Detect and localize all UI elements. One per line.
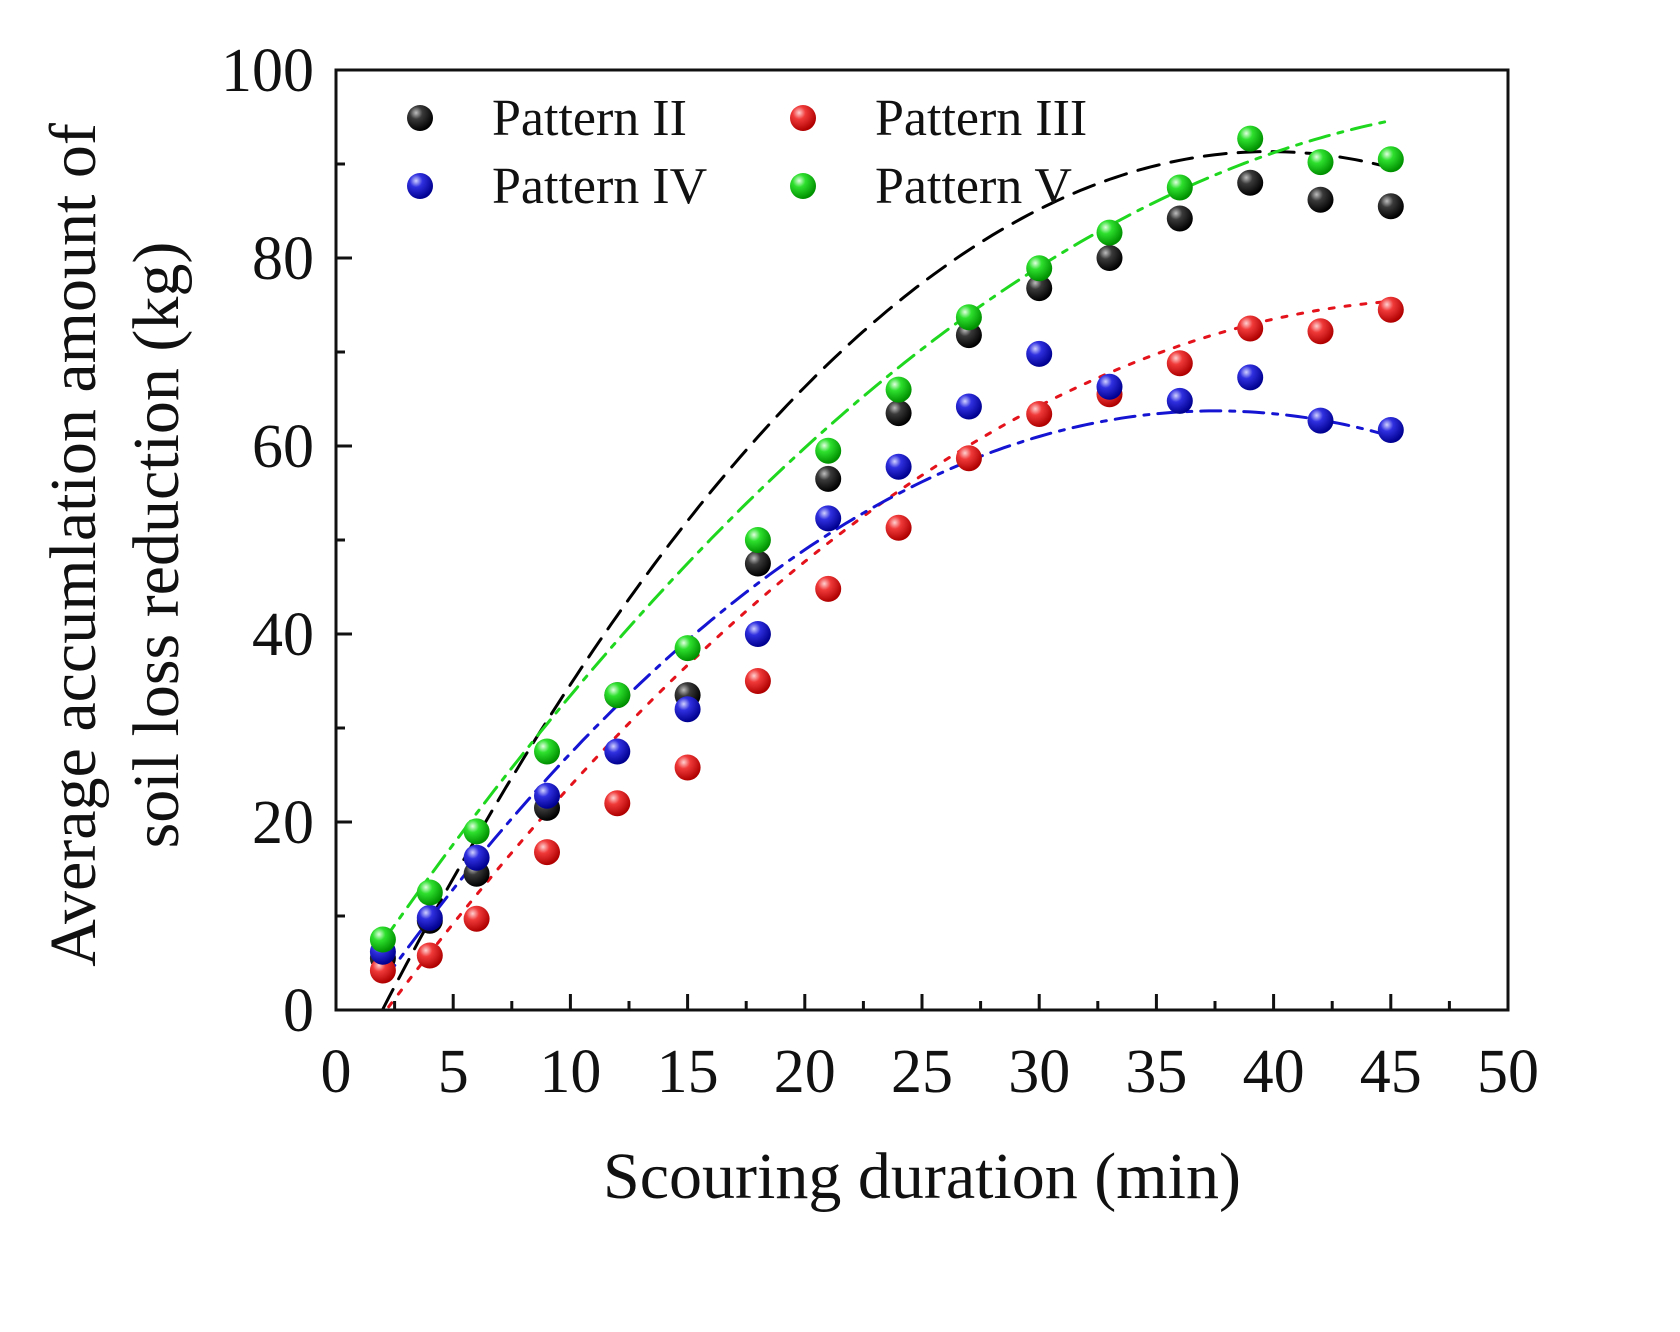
data-point [1026, 275, 1053, 302]
data-point [674, 696, 701, 723]
data-point [369, 926, 396, 953]
data-point [955, 304, 982, 331]
data-point [1096, 219, 1123, 246]
data-point [885, 376, 912, 403]
legend-label: Pattern III [875, 90, 1087, 147]
data-point [815, 465, 842, 492]
data-point [463, 905, 490, 932]
y-tick-label: 60 [252, 413, 314, 481]
data-point [744, 621, 771, 647]
legend: Pattern II Pattern III Pattern IV Pattern V [407, 90, 1087, 215]
fit-curve-3 [381, 119, 1393, 944]
data-point [463, 844, 490, 871]
y-tick-label: 0 [283, 977, 314, 1045]
fit-curves [381, 119, 1393, 1011]
data-point [674, 635, 701, 662]
data-point [955, 393, 982, 420]
data-point [534, 782, 560, 809]
data-point [1166, 387, 1193, 414]
data-point [416, 879, 443, 906]
y-axis-title-line-2: soil loss reduction (kg) [120, 242, 193, 849]
data-point [815, 575, 842, 602]
data-point [885, 453, 912, 480]
data-point [369, 957, 396, 984]
axes: 0 5 10 15 20 25 30 35 40 45 50 0 20 40 60 80 100 Scouring… [37, 37, 1539, 1213]
data-point [674, 754, 701, 781]
data-point [416, 904, 443, 931]
data-point [1307, 407, 1334, 434]
data-point [1237, 125, 1264, 152]
fit-curve-0 [381, 150, 1393, 1011]
legend-marker [407, 105, 433, 131]
data-point [1377, 193, 1404, 220]
data-point [1237, 364, 1264, 391]
legend-label: Pattern II [492, 90, 687, 147]
data-point [534, 738, 560, 765]
legend-marker [407, 173, 433, 199]
data-point [1377, 417, 1404, 443]
y-tick-label: 40 [252, 601, 314, 669]
data-point [1307, 318, 1334, 345]
data-point [1237, 315, 1264, 342]
data-point [1026, 401, 1053, 427]
data-point [1096, 245, 1123, 271]
x-tick-label: 45 [1360, 1038, 1422, 1106]
legend-label: Pattern IV [492, 158, 707, 215]
x-tick-label: 20 [774, 1038, 836, 1106]
x-tick-label: 10 [539, 1038, 601, 1106]
data-point [416, 942, 443, 969]
x-tick-label: 25 [891, 1038, 953, 1106]
data-point [1026, 255, 1053, 282]
data-point [815, 437, 842, 464]
y-tick-label: 20 [252, 789, 314, 857]
data-point [1307, 149, 1334, 176]
fit-curve-2 [381, 409, 1393, 983]
x-tick-label: 35 [1125, 1038, 1187, 1106]
data-point [534, 839, 560, 866]
data-point [744, 527, 771, 553]
data-point [885, 400, 912, 427]
data-point [1096, 373, 1123, 400]
fit-curve-1 [387, 299, 1393, 1009]
legend-label: Pattern V [875, 158, 1072, 215]
data-point [955, 322, 982, 349]
data-point [604, 682, 631, 709]
x-tick-label: 0 [321, 1038, 352, 1106]
y-tick-label: 80 [252, 225, 314, 293]
data-point [885, 514, 912, 541]
data-point [1166, 174, 1193, 201]
x-tick-label: 40 [1243, 1038, 1305, 1106]
x-tick-label: 15 [657, 1038, 719, 1106]
legend-marker [790, 105, 816, 131]
data-point [1377, 146, 1404, 173]
legend-marker [790, 173, 816, 199]
y-tick-label: 100 [221, 37, 314, 105]
data-point [955, 445, 982, 472]
data-points [369, 125, 1404, 984]
data-point [604, 790, 631, 817]
data-point [744, 550, 771, 577]
data-point [815, 505, 842, 532]
y-axis-title-line-1: Average accumlation amount of [37, 123, 110, 967]
data-point [1166, 350, 1193, 377]
x-axis-title: Scouring duration (min) [603, 1140, 1241, 1213]
data-point [744, 668, 771, 694]
data-point [1237, 169, 1264, 196]
x-tick-label: 5 [438, 1038, 469, 1106]
data-point [604, 738, 631, 765]
data-point [1307, 186, 1334, 213]
data-point [1166, 205, 1193, 232]
data-point [463, 818, 490, 845]
x-tick-label: 30 [1008, 1038, 1070, 1106]
data-point [1026, 340, 1053, 367]
data-point [1377, 296, 1404, 323]
x-tick-label: 50 [1477, 1038, 1539, 1106]
